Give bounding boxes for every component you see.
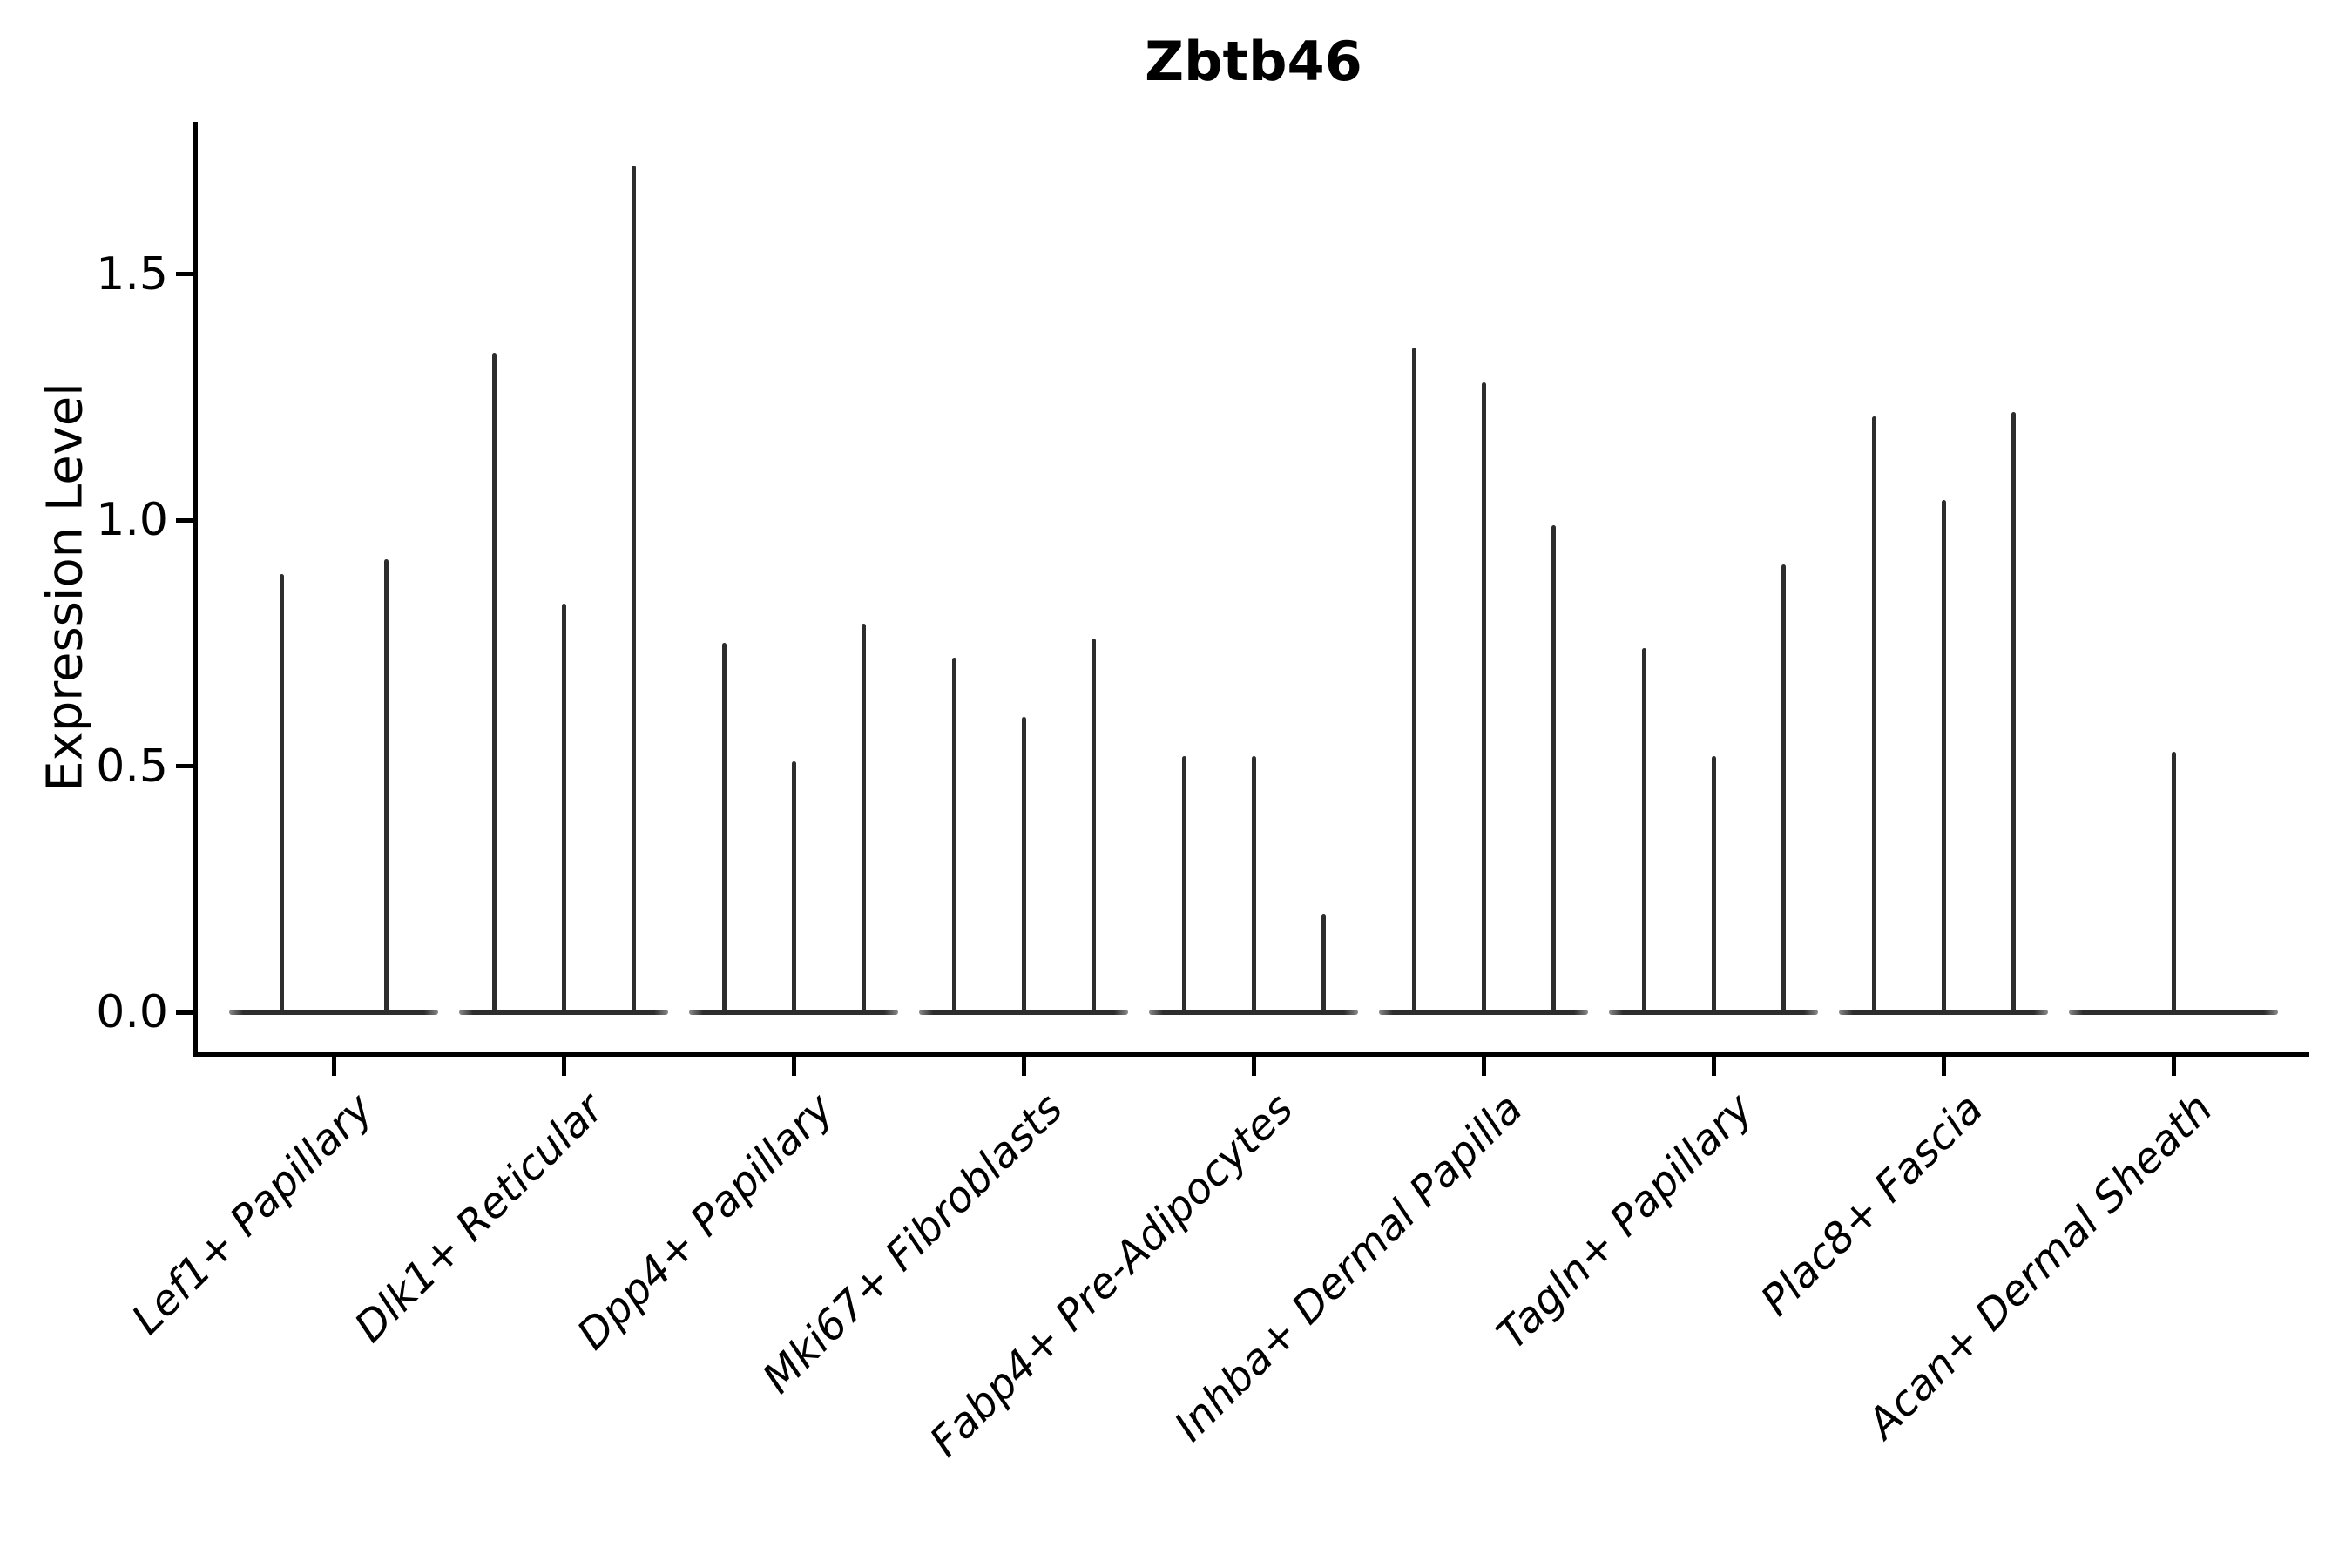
x-tick-mark [791, 1057, 796, 1076]
violin-spike [2171, 751, 2176, 1012]
x-tick-mark [1711, 1057, 1716, 1076]
y-axis-label: Expression Level [37, 382, 94, 792]
violin-spike [861, 623, 866, 1012]
violin-baseline [459, 1010, 668, 1015]
x-tick-label: Tagln+ Papillary [1487, 1084, 1763, 1359]
y-tick-label: 1.5 [96, 247, 168, 301]
violin-spike [1781, 564, 1786, 1012]
violin-spike [1251, 756, 1256, 1012]
x-tick-label: Dpp4+ Papillary [567, 1084, 843, 1360]
violin-baseline [1839, 1010, 2048, 1015]
violin-baseline [1149, 1010, 1358, 1015]
violin-spike [2011, 411, 2016, 1012]
violin-spike [1481, 382, 1486, 1012]
violin-spike [631, 166, 636, 1012]
violin-spike [1411, 348, 1416, 1012]
violin-baseline [919, 1010, 1128, 1015]
y-tick-label: 1.0 [96, 494, 168, 546]
x-tick-mark [2171, 1057, 2176, 1076]
chart-title: Zbtb46 [1145, 30, 1362, 93]
violin-spike [1941, 500, 1946, 1012]
x-tick-label: Plac8+ Fascia [1751, 1084, 1993, 1326]
violin-baseline [1379, 1010, 1588, 1015]
x-axis-spine [193, 1052, 2309, 1057]
violin-baseline [2069, 1010, 2278, 1015]
violin-spike [279, 574, 284, 1012]
violin-spike [951, 658, 956, 1012]
violin-spike [1021, 717, 1026, 1012]
violin-spike [1711, 756, 1716, 1012]
violin-baseline [1609, 1010, 1818, 1015]
y-axis-spine [193, 122, 198, 1057]
violin-spike [561, 604, 566, 1012]
violin-spike [721, 643, 727, 1012]
violin-baseline [689, 1010, 898, 1015]
violin-spike [791, 760, 796, 1012]
violin-spike [383, 559, 389, 1012]
y-tick-mark [176, 764, 193, 768]
x-tick-mark [1481, 1057, 1486, 1076]
violin-spike [1641, 647, 1646, 1012]
y-tick-label: 0.0 [96, 986, 168, 1038]
violin-spike [1321, 914, 1326, 1012]
x-tick-mark [1251, 1057, 1256, 1076]
violin-spike [491, 352, 497, 1012]
x-tick-mark [331, 1057, 336, 1076]
y-tick-mark [176, 272, 193, 276]
x-tick-mark [1941, 1057, 1946, 1076]
x-tick-label: Dlk1+ Reticular [344, 1084, 613, 1352]
y-tick-mark [176, 517, 193, 523]
violin-spike [1551, 524, 1556, 1012]
x-tick-label: Lef1+ Papillary [123, 1084, 383, 1344]
violin-spike [1181, 756, 1186, 1012]
y-tick-label: 0.5 [96, 740, 168, 793]
violin-spike [1091, 638, 1096, 1012]
x-tick-mark [561, 1057, 566, 1076]
violin-baseline [229, 1010, 438, 1015]
violin-spike [1871, 416, 1876, 1012]
x-tick-mark [1021, 1057, 1026, 1076]
y-tick-mark [176, 1010, 193, 1015]
